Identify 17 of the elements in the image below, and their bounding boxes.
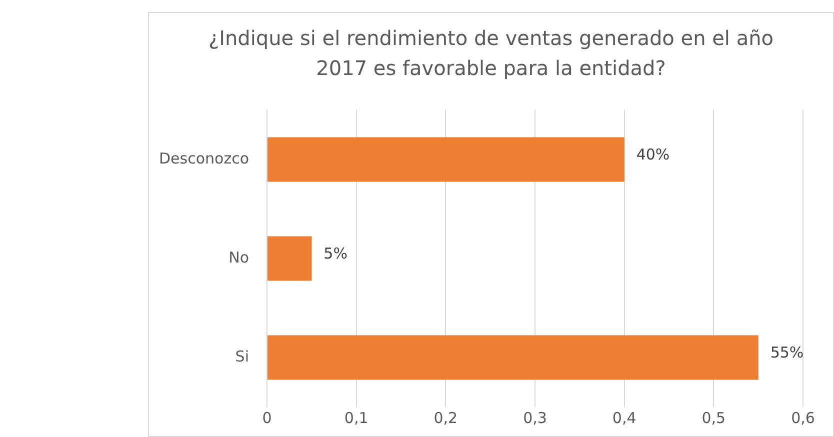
x-tick-label: 0	[262, 408, 272, 427]
x-tick-label: 0,4	[612, 408, 636, 427]
y-tick-label: No	[228, 248, 249, 266]
x-tick-label: 0,6	[791, 408, 815, 427]
x-tick-label: 0,3	[523, 408, 547, 427]
data-label: 5%	[324, 244, 348, 262]
bar	[268, 335, 758, 380]
y-tick-label: Si	[235, 347, 249, 366]
x-tick-label: 0,2	[434, 408, 458, 427]
data-label: 40%	[636, 145, 670, 164]
x-tick-label: 0,5	[702, 408, 726, 427]
x-tick-label: 0,1	[344, 408, 368, 427]
y-tick-label: Desconozco	[159, 149, 249, 168]
chart-title: ¿Indique si el rendimiento de ventas generado en el año 2017 es favorable para la entidad?	[207, 25, 775, 82]
bar	[268, 137, 624, 182]
data-label: 55%	[770, 343, 804, 362]
bar	[268, 236, 312, 281]
